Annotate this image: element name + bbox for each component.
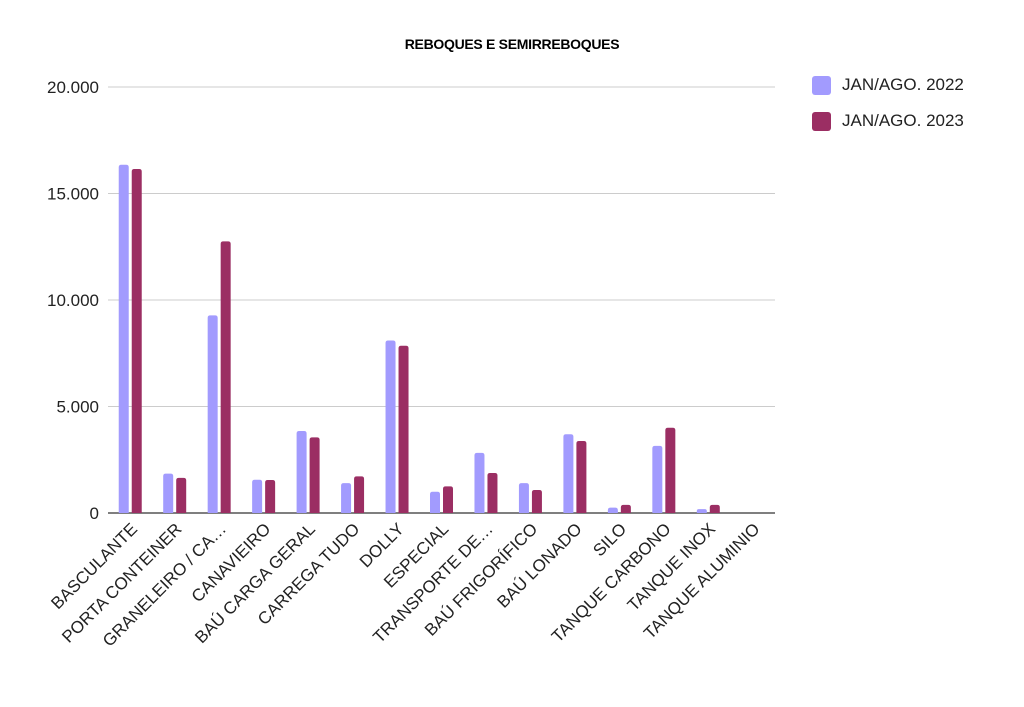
legend-swatch-2022 [812,75,831,95]
bar-2022-1 [163,473,174,513]
y-tick-label: 20.000 [47,78,99,97]
bar-2023-5 [354,476,365,513]
bar-2022-6 [385,340,396,513]
gridlines [108,86,775,514]
bar-2023-11 [620,504,631,513]
bar-2022-10 [563,434,574,513]
bar-2023-4 [309,437,320,513]
legend-item-2023: JAN/AGO. 2023 [812,110,964,132]
bar-2023-2 [220,241,231,514]
bar-2022-7 [430,491,440,513]
bar-2022-9 [518,483,529,513]
bar-2023-6 [398,345,409,513]
bar-2022-0 [118,164,129,513]
bar-2022-11 [607,507,618,513]
bar-2022-8 [474,452,485,513]
legend-label-2023: JAN/AGO. 2023 [842,111,964,130]
chart-title: REBOQUES E SEMIRREBOQUES [404,36,620,52]
legend-label-2022: JAN/AGO. 2022 [842,75,964,94]
bar-2023-8 [487,472,498,513]
legend: JAN/AGO. 2022 JAN/AGO. 2023 [812,74,964,146]
y-tick-label: 15.000 [47,185,99,204]
legend-item-2022: JAN/AGO. 2022 [812,74,964,96]
bar-2023-7 [443,486,453,513]
bar-2023-3 [265,479,276,513]
bar-2022-3 [252,479,263,513]
y-tick-label: 10.000 [47,291,99,310]
bar-2022-2 [207,315,218,513]
bar-2023-10 [576,441,587,513]
bar-2023-13 [709,504,720,513]
y-tick-label: 5.000 [56,398,99,417]
bar-2022-13 [696,509,707,513]
bar-2022-12 [652,445,663,513]
legend-swatch-2023 [812,111,831,131]
x-tick-label: SILO [589,519,630,560]
bar-2023-1 [176,477,187,513]
bars [118,164,720,514]
y-tick-label: 0 [90,504,99,523]
bar-2023-12 [665,427,676,513]
bar-2023-0 [131,169,142,513]
bar-2022-5 [341,483,352,513]
bar-2022-4 [296,430,307,513]
bar-2023-9 [531,489,542,513]
y-axis-tick-labels: 0 5.000 10.000 15.000 20.000 [47,78,99,523]
